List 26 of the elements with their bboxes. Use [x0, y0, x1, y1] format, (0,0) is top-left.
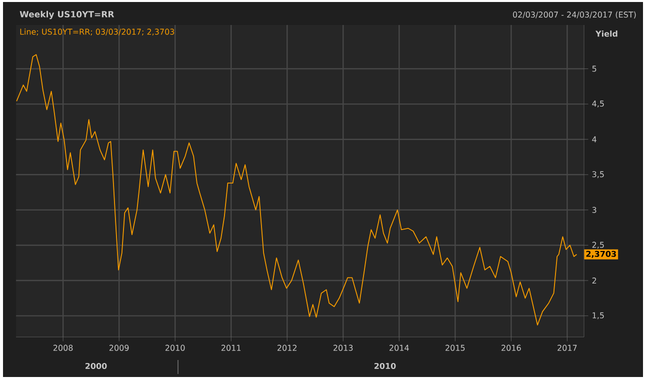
x-tick-label: 2017	[558, 344, 577, 351]
data-label: 2,3703	[586, 250, 616, 258]
y-tick-label: 4	[592, 136, 596, 142]
x-tick-label: 2011	[222, 344, 241, 351]
y-tick-label: 3,5	[592, 171, 604, 178]
x-tick-label: 2012	[278, 344, 296, 351]
line-series	[16, 54, 578, 326]
chart-subtitle: 02/03/2007 - 24/03/2017 (EST)	[513, 11, 636, 19]
x-tick-label: 2010	[165, 344, 185, 351]
x-tick-label: 2015	[446, 344, 465, 351]
y-tick-label: 4,5	[592, 100, 604, 108]
y-tick-label: 3	[592, 206, 596, 213]
y-tick-label: 2	[592, 278, 596, 284]
text: 2000	[86, 362, 107, 370]
text: 2010	[374, 362, 396, 370]
x-tick-label: 2014	[390, 344, 409, 351]
y-tick-label: 2,5	[592, 242, 604, 249]
y-axis-title: Yield	[595, 30, 618, 37]
x-tick-label: 2013	[334, 344, 353, 351]
chart-title: Weekly US10YT=RR	[20, 10, 114, 20]
x-tick-label: 2016	[502, 344, 521, 351]
x-tick-label: 2008	[53, 344, 73, 351]
text: Line; US10YT=RR; 03/03/2017; 2,3703	[20, 28, 174, 36]
y-tick-label: 1,5	[592, 312, 604, 320]
y-tick-label: 5	[592, 66, 596, 72]
x-tick-label: 2009	[109, 344, 129, 351]
